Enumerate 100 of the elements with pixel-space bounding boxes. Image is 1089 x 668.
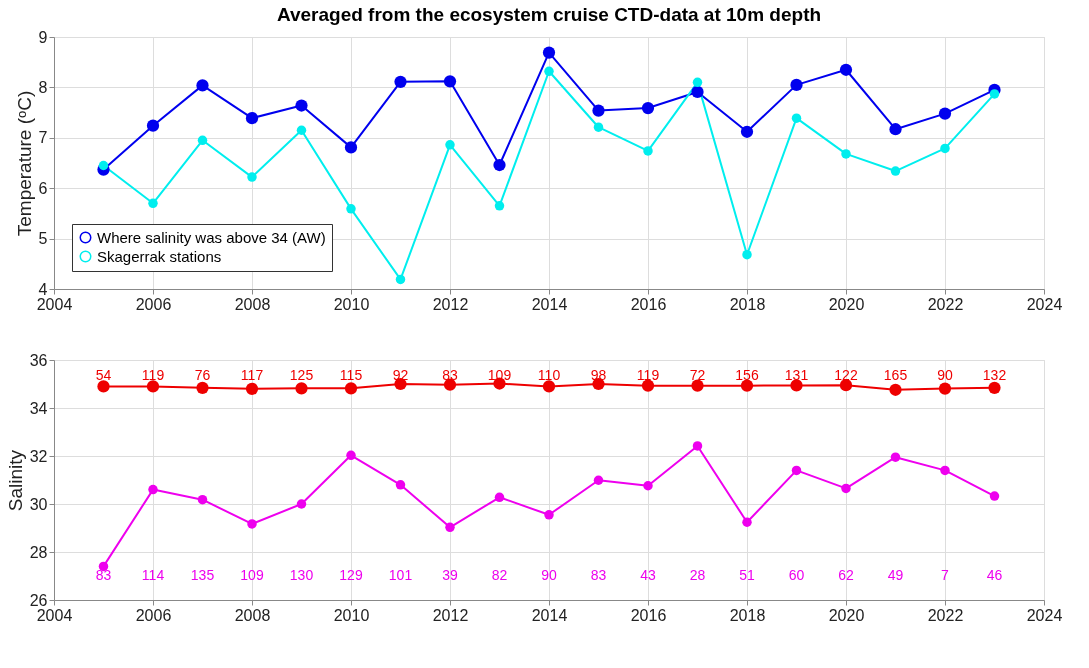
point — [295, 382, 308, 395]
annotation: 51 — [739, 567, 755, 583]
x-tick-label: 2022 — [927, 295, 964, 313]
point — [148, 198, 158, 209]
point — [346, 450, 356, 461]
annotation: 72 — [689, 367, 706, 383]
annotation: 28 — [689, 567, 706, 583]
annotation: 156 — [735, 367, 759, 383]
y-tick-label: 30 — [29, 495, 48, 513]
x-tick-label: 2004 — [36, 606, 73, 624]
y-tick-label: 4 — [38, 280, 48, 298]
point — [445, 140, 455, 150]
point — [245, 112, 259, 125]
point — [641, 379, 655, 392]
point — [841, 483, 851, 494]
point — [890, 166, 901, 176]
annotation: 46 — [986, 567, 1003, 583]
legend-label: Where salinity was above 34 (AW) — [97, 228, 326, 246]
x-tick-label: 2016 — [630, 606, 667, 624]
y-axis-title: Salinity — [4, 449, 26, 512]
point — [839, 63, 853, 76]
x-tick-label: 2018 — [729, 606, 766, 624]
point — [742, 517, 752, 527]
point — [889, 383, 902, 396]
annotation: 62 — [838, 567, 854, 583]
point — [247, 519, 257, 529]
point — [692, 441, 703, 451]
annotation: 122 — [834, 367, 858, 383]
point — [542, 46, 556, 59]
annotation: 125 — [289, 367, 314, 383]
point — [790, 78, 803, 91]
point — [197, 135, 208, 146]
x-tick-label: 2016 — [630, 295, 667, 313]
annotation: 115 — [339, 367, 363, 383]
point — [296, 125, 307, 135]
annotation: 49 — [887, 567, 904, 583]
point — [692, 77, 703, 88]
annotation: 39 — [442, 567, 458, 583]
annotation: 54 — [95, 367, 112, 383]
point — [940, 143, 950, 154]
x-tick-label: 2014 — [531, 606, 568, 624]
point — [740, 379, 754, 392]
y-tick-label: 36 — [29, 351, 48, 369]
point — [346, 204, 356, 214]
annotation: 101 — [388, 567, 413, 583]
point — [494, 492, 505, 503]
point — [344, 382, 358, 395]
point — [245, 382, 259, 395]
point — [742, 249, 752, 260]
point — [395, 274, 406, 285]
annotation: 76 — [194, 367, 211, 383]
annotation: 119 — [141, 367, 165, 383]
x-tick-label: 2024 — [1026, 606, 1063, 624]
legend-label: Skagerrak stations — [97, 247, 222, 265]
y-tick-label: 32 — [29, 447, 48, 465]
annotation: 130 — [289, 567, 314, 583]
y-tick-label: 26 — [29, 591, 48, 609]
point — [295, 99, 308, 112]
x-tick-label: 2006 — [135, 295, 172, 313]
x-tick-label: 2024 — [1026, 295, 1063, 313]
point — [989, 491, 1000, 501]
x-tick-label: 2020 — [828, 295, 865, 313]
point — [791, 113, 802, 123]
point — [641, 101, 655, 115]
x-tick-label: 2012 — [432, 606, 469, 624]
point — [197, 494, 208, 505]
y-tick-label: 7 — [38, 129, 48, 147]
x-tick-label: 2010 — [333, 295, 370, 313]
annotation: 114 — [141, 567, 165, 583]
point — [148, 484, 158, 495]
annotation: 110 — [537, 367, 561, 383]
point — [395, 480, 406, 490]
annotation: 7 — [941, 567, 950, 583]
point — [98, 160, 109, 171]
annotation: 119 — [636, 367, 660, 383]
annotation: 90 — [937, 367, 953, 383]
x-tick-label: 2014 — [531, 295, 568, 313]
point — [938, 107, 952, 120]
y-tick-label: 6 — [38, 179, 48, 197]
y-tick-label: 28 — [29, 543, 48, 561]
x-tick-label: 2010 — [333, 606, 370, 624]
point — [791, 465, 802, 476]
point — [890, 452, 901, 462]
x-tick-label: 2012 — [432, 295, 469, 313]
point — [691, 85, 704, 99]
annotation: 165 — [883, 367, 908, 383]
point — [196, 381, 209, 394]
x-tick-label: 2018 — [729, 295, 766, 313]
annotation: 82 — [491, 567, 508, 583]
x-tick-label: 2008 — [234, 606, 271, 624]
annotation: 109 — [240, 567, 264, 583]
point — [889, 123, 902, 136]
annotation: 135 — [190, 567, 215, 583]
annotation: 129 — [339, 567, 363, 583]
annotation: 92 — [392, 367, 409, 383]
annotation: 90 — [541, 567, 557, 583]
point — [296, 499, 307, 509]
point — [493, 158, 506, 172]
chart-title: Averaged from the ecosystem cruise CTD-data at 10m depth — [276, 4, 822, 25]
point — [691, 379, 704, 392]
